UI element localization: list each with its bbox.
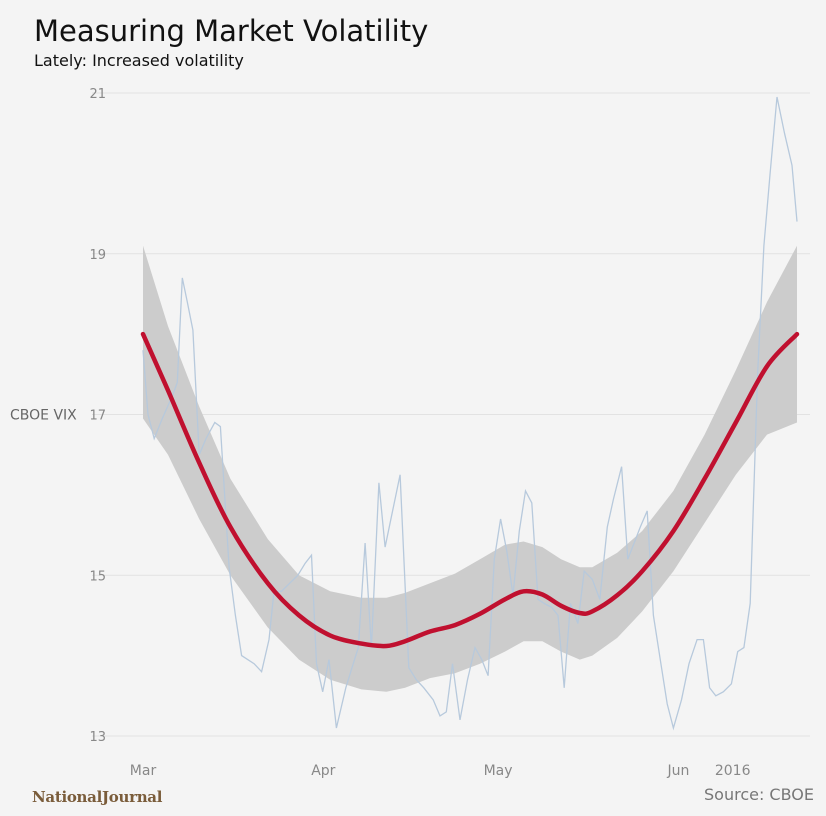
series-vix-daily-line <box>142 96 798 731</box>
x-tick-label: Jun <box>666 763 689 779</box>
y-tick-label: 17 <box>89 409 106 424</box>
x-tick-label: Apr <box>311 763 335 779</box>
x-tick-label: Mar <box>130 763 157 779</box>
y-tick-label: 13 <box>89 730 106 745</box>
y-tick-label: 15 <box>89 569 106 584</box>
national-journal-logo: NationalJournal <box>32 788 163 806</box>
chart-title: Measuring Market Volatility <box>34 14 429 48</box>
y-tick-label: 21 <box>89 87 106 102</box>
chart-subtitle: Lately: Increased volatility <box>34 51 244 70</box>
y-axis-label: CBOE VIX <box>10 408 77 424</box>
x-tick-label: May <box>484 763 513 779</box>
series-smoothed-trend-line <box>140 331 800 649</box>
x-tick-label: 2016 <box>715 763 751 779</box>
source-note: Source: CBOE <box>704 785 814 804</box>
confidence-band <box>143 245 797 692</box>
y-tick-label: 19 <box>89 248 106 263</box>
